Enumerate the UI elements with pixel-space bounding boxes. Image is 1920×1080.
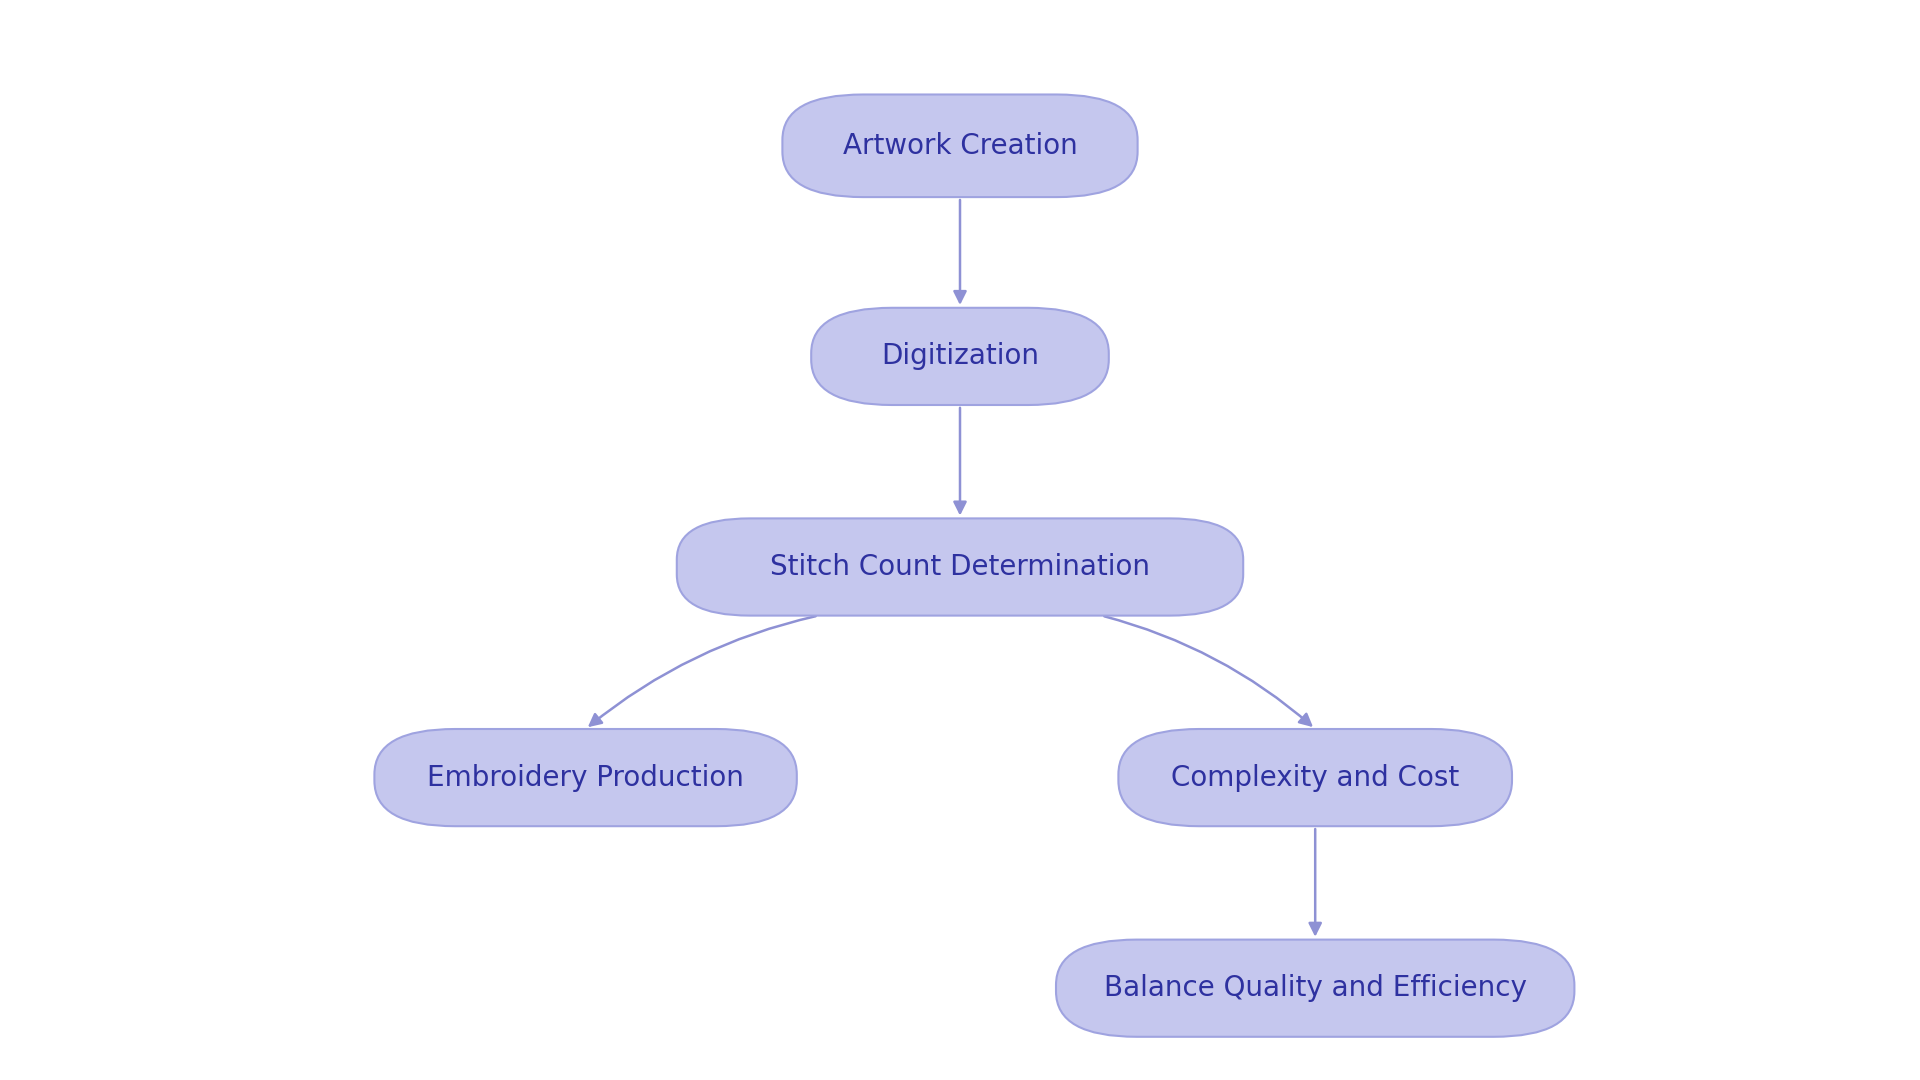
Text: Stitch Count Determination: Stitch Count Determination bbox=[770, 553, 1150, 581]
Text: Digitization: Digitization bbox=[881, 342, 1039, 370]
FancyBboxPatch shape bbox=[678, 518, 1242, 616]
Text: Artwork Creation: Artwork Creation bbox=[843, 132, 1077, 160]
FancyBboxPatch shape bbox=[1056, 940, 1574, 1037]
FancyBboxPatch shape bbox=[810, 308, 1110, 405]
Text: Complexity and Cost: Complexity and Cost bbox=[1171, 764, 1459, 792]
Text: Embroidery Production: Embroidery Production bbox=[426, 764, 745, 792]
Text: Balance Quality and Efficiency: Balance Quality and Efficiency bbox=[1104, 974, 1526, 1002]
FancyBboxPatch shape bbox=[374, 729, 797, 826]
FancyBboxPatch shape bbox=[783, 94, 1137, 197]
FancyBboxPatch shape bbox=[1117, 729, 1513, 826]
